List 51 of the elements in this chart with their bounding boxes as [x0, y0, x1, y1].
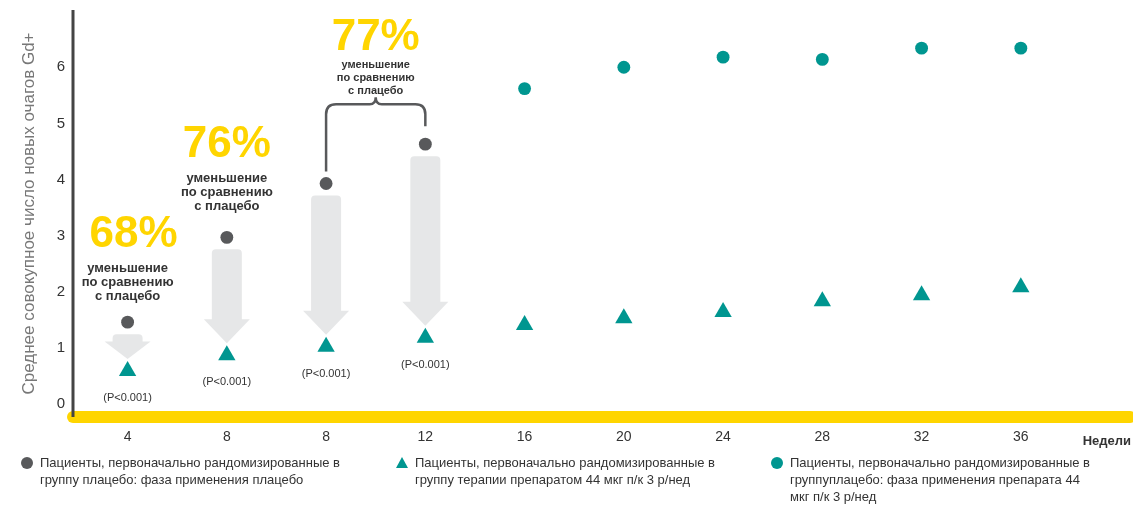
annotation: (P<0.001): [202, 375, 252, 388]
point: [1014, 41, 1028, 55]
point: [915, 41, 929, 55]
point: [317, 336, 335, 352]
point: [220, 230, 234, 244]
x-tick-label: 24: [715, 427, 732, 444]
point: [1012, 277, 1030, 293]
x-tick-label: 28: [814, 427, 831, 444]
annotation: (P<0.001): [401, 357, 450, 370]
y-tick-label: 6: [56, 57, 65, 75]
y-tick-label: 3: [56, 225, 65, 243]
x-tick-label: 8: [222, 427, 231, 444]
x-tick-label: 12: [417, 427, 434, 444]
point: [218, 345, 236, 361]
point: [515, 314, 534, 330]
annotation: (P<0.001): [103, 390, 152, 403]
point: [716, 50, 730, 64]
x-tick-label: 8: [322, 427, 331, 444]
point: [714, 302, 732, 318]
y-tick-label: 2: [56, 282, 65, 300]
y-axis-title: Среднее совокупное число новых очагов Gd+: [19, 32, 39, 395]
annotation: 77%: [331, 10, 420, 60]
y-tick-label: 4: [56, 169, 65, 187]
y-tick-label: 1: [56, 338, 65, 356]
x-tick-label: 16: [516, 427, 533, 444]
annotation: уменьшение по сравнению с плацебо: [336, 58, 415, 97]
point: [617, 60, 631, 74]
x-tick-label: 36: [1013, 427, 1029, 444]
annotation: 68%: [89, 207, 178, 257]
legend-label: Пациенты, первоначально рандомизированные в группу плацебо: фаза применения плацебо: [40, 454, 341, 489]
legend-label: Пациенты, первоначально рандомизированные в группуплацебо: фаза применения препарата 44 мкг п/к 3 р/нед: [790, 454, 1091, 505]
point: [319, 177, 333, 190]
point: [813, 291, 831, 307]
point: [518, 82, 532, 96]
point: [118, 360, 137, 376]
x-axis-title: Недели: [1082, 433, 1131, 448]
annotation: уменьшение по сравнению с плацебо: [180, 170, 273, 214]
x-tick-label: 32: [913, 427, 930, 444]
point: [815, 52, 829, 66]
x-tick-label: 4: [123, 427, 132, 444]
point: [912, 285, 931, 301]
x-tick-label: 20: [616, 427, 632, 444]
annotation: уменьшение по сравнению с плацебо: [81, 260, 174, 304]
annotation: 76%: [182, 117, 271, 167]
point: [416, 327, 434, 343]
annotation: (P<0.001): [301, 366, 351, 379]
legend-label: Пациенты, первоначально рандомизированные в группу терапии препаратом 44 мкг п/к 3 р/нед: [415, 454, 716, 489]
y-tick-label: 0: [56, 394, 65, 412]
y-tick-label: 5: [56, 113, 65, 131]
point: [418, 137, 432, 151]
point: [615, 308, 633, 324]
